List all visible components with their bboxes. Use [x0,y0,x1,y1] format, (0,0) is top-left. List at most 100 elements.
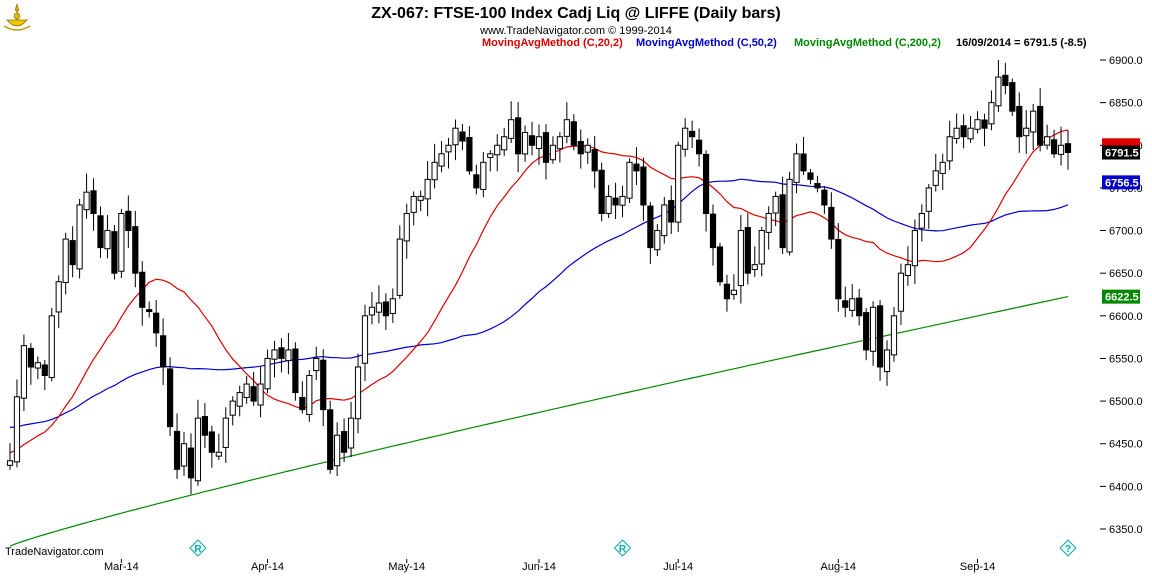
candle [83,173,90,219]
event-marker-symbol: R [194,544,202,555]
candle-body [389,298,396,314]
candle [897,263,905,325]
candle-body [313,357,320,372]
candle [675,141,682,232]
candle [139,261,146,326]
candle [856,288,863,326]
candle [619,185,626,218]
candle [563,102,570,144]
candle-body [883,349,891,373]
candle [918,204,925,242]
y-axis: 6350.0 6400.0 6450.0 6500.0 6550.0 6600.0 6650… [1100,55,1143,536]
candle [960,114,967,149]
candle [953,113,960,144]
candle-body [243,383,250,399]
event-marker-icon[interactable]: ? [1059,539,1077,557]
candle-body [125,210,132,232]
candle [911,219,918,284]
candle-body [521,131,529,155]
candle-body [146,309,153,313]
candle-body [765,212,772,233]
candle [1009,78,1016,116]
candle-body [264,357,271,390]
candle [709,204,717,266]
candle-body [90,190,97,214]
candle-body [466,136,473,172]
candle [1002,62,1009,95]
candle-body [633,163,640,172]
candle-body [501,136,508,151]
candle-body [1064,143,1072,154]
candle [772,191,779,227]
candle [682,118,689,157]
candle-body [675,144,682,223]
candle-body [361,315,369,364]
candle-body [932,170,939,186]
candle-body [535,136,543,150]
candle [535,124,543,165]
candle-body [6,460,14,466]
candle [97,206,104,258]
y-tick-label: 6500.0 [1109,396,1143,408]
candle [1057,126,1065,166]
candle [716,242,724,286]
candle-body [48,315,55,379]
candle [173,413,181,479]
x-tick-label: May-14 [388,561,425,573]
candle [250,371,257,406]
candle-body [341,431,348,453]
candle-body [1057,144,1065,155]
candle-body [278,347,285,359]
candle [438,141,445,173]
candle [41,359,48,391]
candle-body [382,301,389,317]
candle [271,340,278,378]
candle [626,158,633,203]
event-markers[interactable]: R R? [189,539,1077,557]
candle-body [306,375,313,416]
candle-body [939,161,946,174]
candle [995,59,1002,113]
price-tag-box [1102,289,1140,304]
x-tick-label: Sep-14 [960,561,995,573]
price-tag: 6791.5 [1102,145,1140,160]
candle [640,157,647,221]
candle-body [779,194,786,249]
event-marker-symbol: R [619,544,627,555]
candle-body [118,212,125,272]
candle [396,225,403,299]
candle [702,150,710,232]
candle-body [76,204,83,270]
candle [299,381,306,414]
candle-body [626,161,633,199]
candle-body [709,213,717,249]
ma50-line [9,178,1069,428]
candle [417,190,424,212]
candle-body [194,417,202,482]
candle-body [737,230,744,287]
candle [556,132,563,163]
y-tick-label: 6450.0 [1109,439,1143,451]
candle [549,136,557,164]
candle [521,125,529,162]
candle-body [257,383,264,406]
candle-body [563,119,570,137]
candle [118,208,125,278]
candle-body [960,125,967,138]
candle-body [619,195,626,206]
candle [166,357,174,437]
event-marker-diamond [189,539,207,557]
candle-body [591,149,598,172]
price-tag-text: 6622.5 [1105,292,1139,304]
candle-body [528,135,536,146]
candle-body [981,119,988,129]
candle [153,299,160,347]
candle [689,120,696,149]
candle-body [375,302,383,313]
event-marker-icon[interactable]: R [613,539,632,557]
candle [146,301,153,318]
ma50-path [9,178,1069,428]
candle-body [856,297,863,317]
event-marker-icon[interactable]: R [189,539,207,557]
